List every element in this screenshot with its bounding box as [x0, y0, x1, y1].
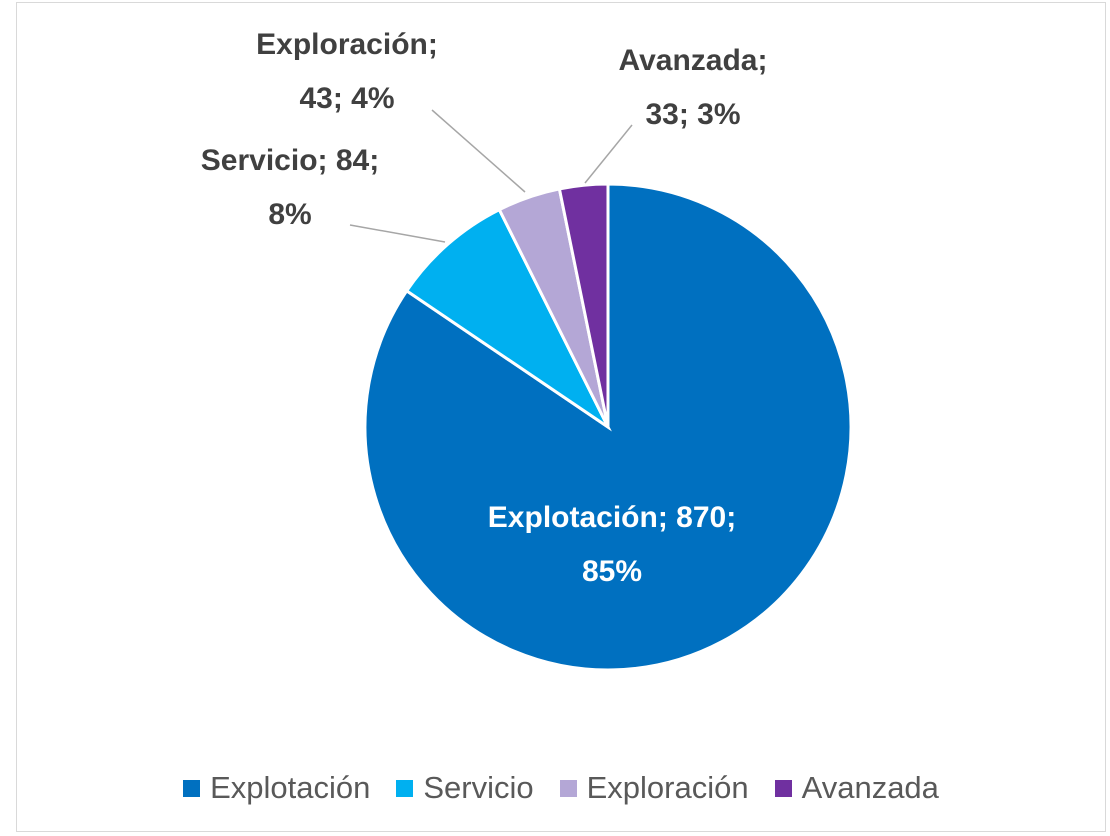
pie-slice [557, 182, 610, 428]
legend-item: Servicio [396, 770, 534, 806]
leader-line [584, 124, 633, 184]
legend-label: Exploración [586, 770, 749, 805]
legend-label: Servicio [423, 770, 534, 805]
data-label: Exploración; 43; 4% [256, 28, 438, 115]
chart-frame [16, 2, 1106, 832]
leader-line [431, 109, 526, 193]
legend-swatch [396, 779, 414, 797]
data-label: Explotación; 870; 85% [487, 501, 737, 588]
pie-slice [404, 207, 612, 432]
data-label: Servicio; 84; 8% [200, 144, 380, 231]
legend-label: Avanzada [801, 770, 939, 805]
legend-swatch [774, 779, 792, 797]
legend-label: Explotación [210, 770, 371, 805]
leader-lines [349, 109, 633, 243]
legend-swatch [183, 779, 201, 797]
legend-item: Avanzada [774, 770, 939, 806]
data-label: Avanzada; 33; 3% [618, 44, 768, 131]
leader-line [349, 224, 446, 243]
legend-swatch [559, 779, 577, 797]
legend: Explotación Servicio Exploración Avanzada [16, 770, 1106, 806]
legend-item: Explotación [183, 770, 370, 806]
legend-item: Exploración [559, 770, 749, 806]
